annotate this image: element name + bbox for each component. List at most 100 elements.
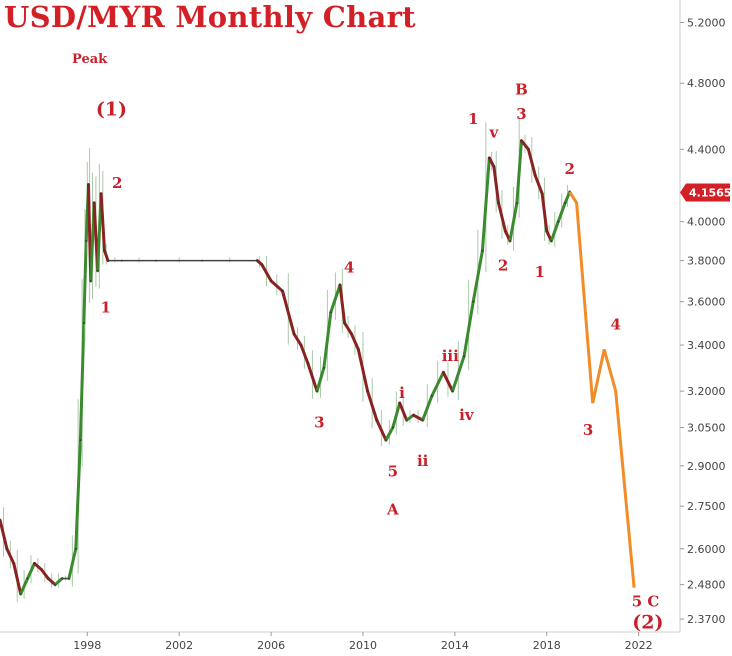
price-point (107, 259, 109, 262)
price-point (256, 259, 259, 262)
wave-label: 2 (112, 174, 122, 192)
y-tick-label: 3.4000 (687, 339, 726, 352)
price-point (375, 419, 378, 422)
price-point (12, 562, 15, 565)
x-tick-label: 2002 (165, 639, 193, 652)
price-segment (462, 300, 475, 358)
price-point (520, 139, 523, 142)
price-point (293, 333, 295, 335)
wave-label: iv (459, 406, 475, 424)
price-segment (78, 321, 86, 442)
price-segment (384, 426, 395, 442)
price-segment (74, 438, 82, 551)
wave-label: ii (417, 452, 429, 470)
price-point (357, 348, 360, 351)
price-segment (46, 577, 57, 587)
price-point (89, 279, 92, 282)
price-segment (53, 577, 64, 587)
price-segment (487, 156, 496, 169)
price-point (564, 202, 567, 204)
price-point (405, 419, 408, 422)
y-tick-label: 3.0500 (687, 422, 726, 435)
price-point (47, 577, 50, 580)
price-point (5, 547, 8, 550)
price-segment (430, 370, 445, 398)
price-point (40, 568, 43, 571)
price-tag-label: 4.1565 (689, 187, 731, 200)
price-segment (492, 165, 501, 205)
y-tick-label: 2.9000 (687, 460, 726, 473)
x-tick-label: 2022 (625, 639, 653, 652)
price-point (391, 426, 394, 429)
price-point (527, 148, 530, 151)
price-segment (315, 366, 326, 393)
wave-label: A (386, 500, 399, 518)
price-segment (526, 147, 537, 178)
y-tick-label: 2.3700 (687, 613, 726, 626)
price-segment (260, 263, 273, 283)
price-segment (441, 370, 455, 393)
price-point (120, 259, 123, 262)
price-segment (5, 547, 16, 565)
price-point (68, 577, 70, 580)
price-point (316, 390, 318, 392)
y-tick-label: 5.2000 (687, 16, 726, 29)
y-axis: 5.2000 4.8000 4.4000 4.0000 3.8000 3.6000 3.40… (680, 16, 726, 626)
x-tick-label: 2014 (441, 639, 469, 652)
projection-series (568, 191, 636, 588)
axis-frame (0, 0, 681, 633)
price-point (472, 300, 475, 303)
price-point (61, 577, 63, 580)
price-point (497, 202, 500, 204)
wave-label: (1) (96, 99, 127, 121)
price-point (87, 183, 90, 186)
price-segment (0, 518, 9, 551)
y-tick-label: 4.8000 (687, 77, 726, 90)
x-tick-label: 2018 (533, 639, 561, 652)
price-point (488, 157, 491, 159)
price-point (339, 284, 341, 286)
price-point (557, 220, 560, 223)
wave-label: 2 (565, 160, 575, 178)
price-point (306, 362, 309, 365)
wave-label: 4 (344, 259, 354, 277)
price-point (82, 322, 85, 324)
price-segment (515, 139, 523, 205)
price-segment (322, 310, 333, 370)
price-point (481, 249, 484, 252)
y-tick-label: 4.0000 (687, 216, 726, 229)
price-segment (292, 332, 303, 347)
wave-label: 2 (498, 257, 508, 275)
price-point (350, 333, 353, 335)
price-point (96, 269, 99, 272)
price-point (442, 371, 445, 374)
price-segment (549, 220, 560, 243)
price-tag-box (680, 183, 730, 202)
price-segment (421, 394, 434, 422)
price-segment (366, 389, 379, 422)
price-point (260, 263, 263, 266)
price-segment (39, 567, 50, 581)
chart-title: USD/MYR Monthly Chart (4, 0, 416, 34)
price-point (323, 366, 325, 369)
price-point (534, 174, 537, 177)
price-segment (497, 201, 507, 233)
price-segment (556, 201, 567, 224)
x-tick-label: 2006 (257, 639, 285, 652)
price-segment (540, 192, 549, 233)
price-segment (299, 343, 310, 365)
price-point (329, 311, 332, 314)
wave-label: 5 (388, 462, 398, 480)
price-point (270, 279, 272, 282)
y-tick-label: 3.8000 (687, 255, 726, 268)
price-segment (508, 201, 519, 243)
price-point (550, 239, 553, 242)
wave-label: 4 (610, 316, 620, 334)
x-tick-label: 1998 (73, 639, 101, 652)
price-segment (563, 190, 572, 205)
wave-label: 1 (535, 263, 545, 281)
y-tick-label: 3.6000 (687, 296, 726, 309)
wave-label: 3 (314, 414, 324, 432)
price-segment (451, 354, 466, 393)
